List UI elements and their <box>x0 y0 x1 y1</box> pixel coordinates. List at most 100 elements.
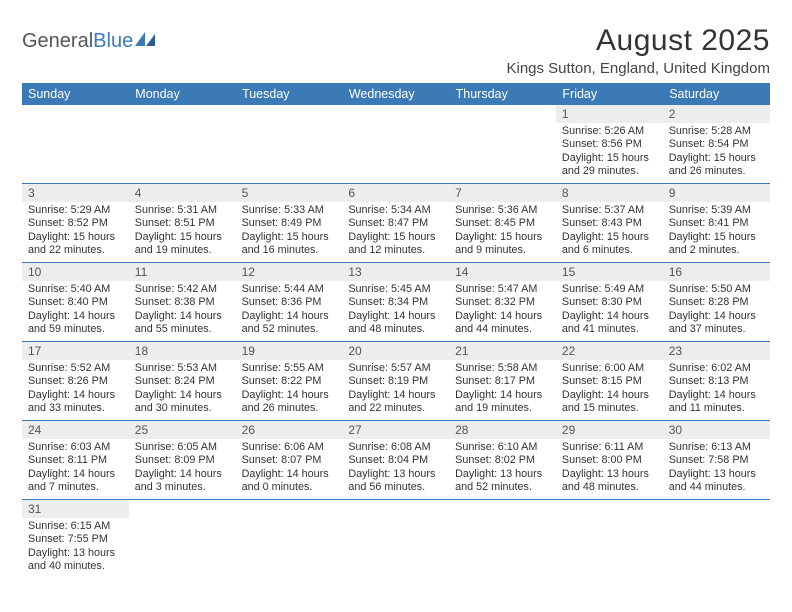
day-number: 16 <box>663 263 770 281</box>
sunset-line: Sunset: 8:32 PM <box>455 296 550 309</box>
sunrise-line: Sunrise: 5:50 AM <box>669 283 764 296</box>
daylight-line: Daylight: 14 hours and 19 minutes. <box>455 389 550 416</box>
day-content: Sunrise: 5:52 AMSunset: 8:26 PMDaylight:… <box>22 360 129 420</box>
daylight-line: Daylight: 15 hours and 29 minutes. <box>562 152 657 179</box>
sunrise-line: Sunrise: 5:29 AM <box>28 204 123 217</box>
sunset-line: Sunset: 8:54 PM <box>669 138 764 151</box>
calendar-cell: 7Sunrise: 5:36 AMSunset: 8:45 PMDaylight… <box>449 183 556 262</box>
day-number: 14 <box>449 263 556 281</box>
calendar-row: 17Sunrise: 5:52 AMSunset: 8:26 PMDayligh… <box>22 341 770 420</box>
day-number: 18 <box>129 342 236 360</box>
sunrise-line: Sunrise: 6:02 AM <box>669 362 764 375</box>
sunset-line: Sunset: 8:41 PM <box>669 217 764 230</box>
sunrise-line: Sunrise: 6:00 AM <box>562 362 657 375</box>
sunset-line: Sunset: 8:11 PM <box>28 454 123 467</box>
daylight-line: Daylight: 14 hours and 22 minutes. <box>348 389 443 416</box>
sunrise-line: Sunrise: 6:15 AM <box>28 520 123 533</box>
calendar-cell: 5Sunrise: 5:33 AMSunset: 8:49 PMDaylight… <box>236 183 343 262</box>
sunset-line: Sunset: 7:58 PM <box>669 454 764 467</box>
day-content: Sunrise: 5:31 AMSunset: 8:51 PMDaylight:… <box>129 202 236 262</box>
day-number: 2 <box>663 105 770 123</box>
sunset-line: Sunset: 8:38 PM <box>135 296 230 309</box>
daylight-line: Daylight: 14 hours and 11 minutes. <box>669 389 764 416</box>
daylight-line: Daylight: 14 hours and 44 minutes. <box>455 310 550 337</box>
day-number: 23 <box>663 342 770 360</box>
calendar-cell: 12Sunrise: 5:44 AMSunset: 8:36 PMDayligh… <box>236 262 343 341</box>
calendar-cell: 11Sunrise: 5:42 AMSunset: 8:38 PMDayligh… <box>129 262 236 341</box>
day-content: Sunrise: 6:10 AMSunset: 8:02 PMDaylight:… <box>449 439 556 499</box>
calendar-cell-empty <box>236 499 343 577</box>
day-number: 19 <box>236 342 343 360</box>
sunrise-line: Sunrise: 5:53 AM <box>135 362 230 375</box>
day-number: 15 <box>556 263 663 281</box>
sunset-line: Sunset: 8:43 PM <box>562 217 657 230</box>
sunset-line: Sunset: 8:13 PM <box>669 375 764 388</box>
sunset-line: Sunset: 8:28 PM <box>669 296 764 309</box>
day-number: 30 <box>663 421 770 439</box>
day-content: Sunrise: 5:36 AMSunset: 8:45 PMDaylight:… <box>449 202 556 262</box>
day-content: Sunrise: 5:29 AMSunset: 8:52 PMDaylight:… <box>22 202 129 262</box>
sunset-line: Sunset: 8:15 PM <box>562 375 657 388</box>
daylight-line: Daylight: 15 hours and 26 minutes. <box>669 152 764 179</box>
sunrise-line: Sunrise: 5:36 AM <box>455 204 550 217</box>
sunset-line: Sunset: 8:19 PM <box>348 375 443 388</box>
sunrise-line: Sunrise: 5:58 AM <box>455 362 550 375</box>
calendar-cell: 15Sunrise: 5:49 AMSunset: 8:30 PMDayligh… <box>556 262 663 341</box>
sunrise-line: Sunrise: 5:52 AM <box>28 362 123 375</box>
day-content: Sunrise: 5:49 AMSunset: 8:30 PMDaylight:… <box>556 281 663 341</box>
calendar-cell: 21Sunrise: 5:58 AMSunset: 8:17 PMDayligh… <box>449 341 556 420</box>
daylight-line: Daylight: 13 hours and 56 minutes. <box>348 468 443 495</box>
day-content: Sunrise: 5:28 AMSunset: 8:54 PMDaylight:… <box>663 123 770 183</box>
daylight-line: Daylight: 14 hours and 59 minutes. <box>28 310 123 337</box>
calendar-cell: 19Sunrise: 5:55 AMSunset: 8:22 PMDayligh… <box>236 341 343 420</box>
day-content: Sunrise: 6:03 AMSunset: 8:11 PMDaylight:… <box>22 439 129 499</box>
day-number: 24 <box>22 421 129 439</box>
weekday-header: Wednesday <box>342 83 449 105</box>
calendar-cell: 24Sunrise: 6:03 AMSunset: 8:11 PMDayligh… <box>22 420 129 499</box>
day-number: 3 <box>22 184 129 202</box>
day-number: 8 <box>556 184 663 202</box>
daylight-line: Daylight: 14 hours and 33 minutes. <box>28 389 123 416</box>
sunrise-line: Sunrise: 5:49 AM <box>562 283 657 296</box>
day-number: 9 <box>663 184 770 202</box>
day-content: Sunrise: 5:33 AMSunset: 8:49 PMDaylight:… <box>236 202 343 262</box>
calendar-cell: 3Sunrise: 5:29 AMSunset: 8:52 PMDaylight… <box>22 183 129 262</box>
daylight-line: Daylight: 14 hours and 48 minutes. <box>348 310 443 337</box>
weekday-header: Saturday <box>663 83 770 105</box>
daylight-line: Daylight: 13 hours and 44 minutes. <box>669 468 764 495</box>
calendar-cell-empty <box>236 105 343 183</box>
calendar-row: 1Sunrise: 5:26 AMSunset: 8:56 PMDaylight… <box>22 105 770 183</box>
sunset-line: Sunset: 8:22 PM <box>242 375 337 388</box>
sunrise-line: Sunrise: 5:33 AM <box>242 204 337 217</box>
sunrise-line: Sunrise: 5:28 AM <box>669 125 764 138</box>
sunset-line: Sunset: 8:45 PM <box>455 217 550 230</box>
calendar-cell: 28Sunrise: 6:10 AMSunset: 8:02 PMDayligh… <box>449 420 556 499</box>
sunset-line: Sunset: 8:30 PM <box>562 296 657 309</box>
calendar-cell: 27Sunrise: 6:08 AMSunset: 8:04 PMDayligh… <box>342 420 449 499</box>
day-number: 26 <box>236 421 343 439</box>
day-content: Sunrise: 5:53 AMSunset: 8:24 PMDaylight:… <box>129 360 236 420</box>
day-number: 20 <box>342 342 449 360</box>
sunrise-line: Sunrise: 5:34 AM <box>348 204 443 217</box>
day-content: Sunrise: 5:26 AMSunset: 8:56 PMDaylight:… <box>556 123 663 183</box>
calendar-cell: 8Sunrise: 5:37 AMSunset: 8:43 PMDaylight… <box>556 183 663 262</box>
calendar-cell: 4Sunrise: 5:31 AMSunset: 8:51 PMDaylight… <box>129 183 236 262</box>
day-content: Sunrise: 5:44 AMSunset: 8:36 PMDaylight:… <box>236 281 343 341</box>
calendar-cell: 20Sunrise: 5:57 AMSunset: 8:19 PMDayligh… <box>342 341 449 420</box>
daylight-line: Daylight: 15 hours and 19 minutes. <box>135 231 230 258</box>
daylight-line: Daylight: 15 hours and 9 minutes. <box>455 231 550 258</box>
sunrise-line: Sunrise: 6:11 AM <box>562 441 657 454</box>
calendar-cell: 31Sunrise: 6:15 AMSunset: 7:55 PMDayligh… <box>22 499 129 577</box>
weekday-header: Tuesday <box>236 83 343 105</box>
sunrise-line: Sunrise: 6:13 AM <box>669 441 764 454</box>
calendar-cell: 13Sunrise: 5:45 AMSunset: 8:34 PMDayligh… <box>342 262 449 341</box>
calendar-cell: 14Sunrise: 5:47 AMSunset: 8:32 PMDayligh… <box>449 262 556 341</box>
sunrise-line: Sunrise: 5:39 AM <box>669 204 764 217</box>
calendar-cell: 10Sunrise: 5:40 AMSunset: 8:40 PMDayligh… <box>22 262 129 341</box>
calendar-table: Sunday Monday Tuesday Wednesday Thursday… <box>22 83 770 578</box>
weekday-header: Friday <box>556 83 663 105</box>
calendar-cell: 16Sunrise: 5:50 AMSunset: 8:28 PMDayligh… <box>663 262 770 341</box>
daylight-line: Daylight: 15 hours and 22 minutes. <box>28 231 123 258</box>
sunrise-line: Sunrise: 5:55 AM <box>242 362 337 375</box>
calendar-cell: 2Sunrise: 5:28 AMSunset: 8:54 PMDaylight… <box>663 105 770 183</box>
